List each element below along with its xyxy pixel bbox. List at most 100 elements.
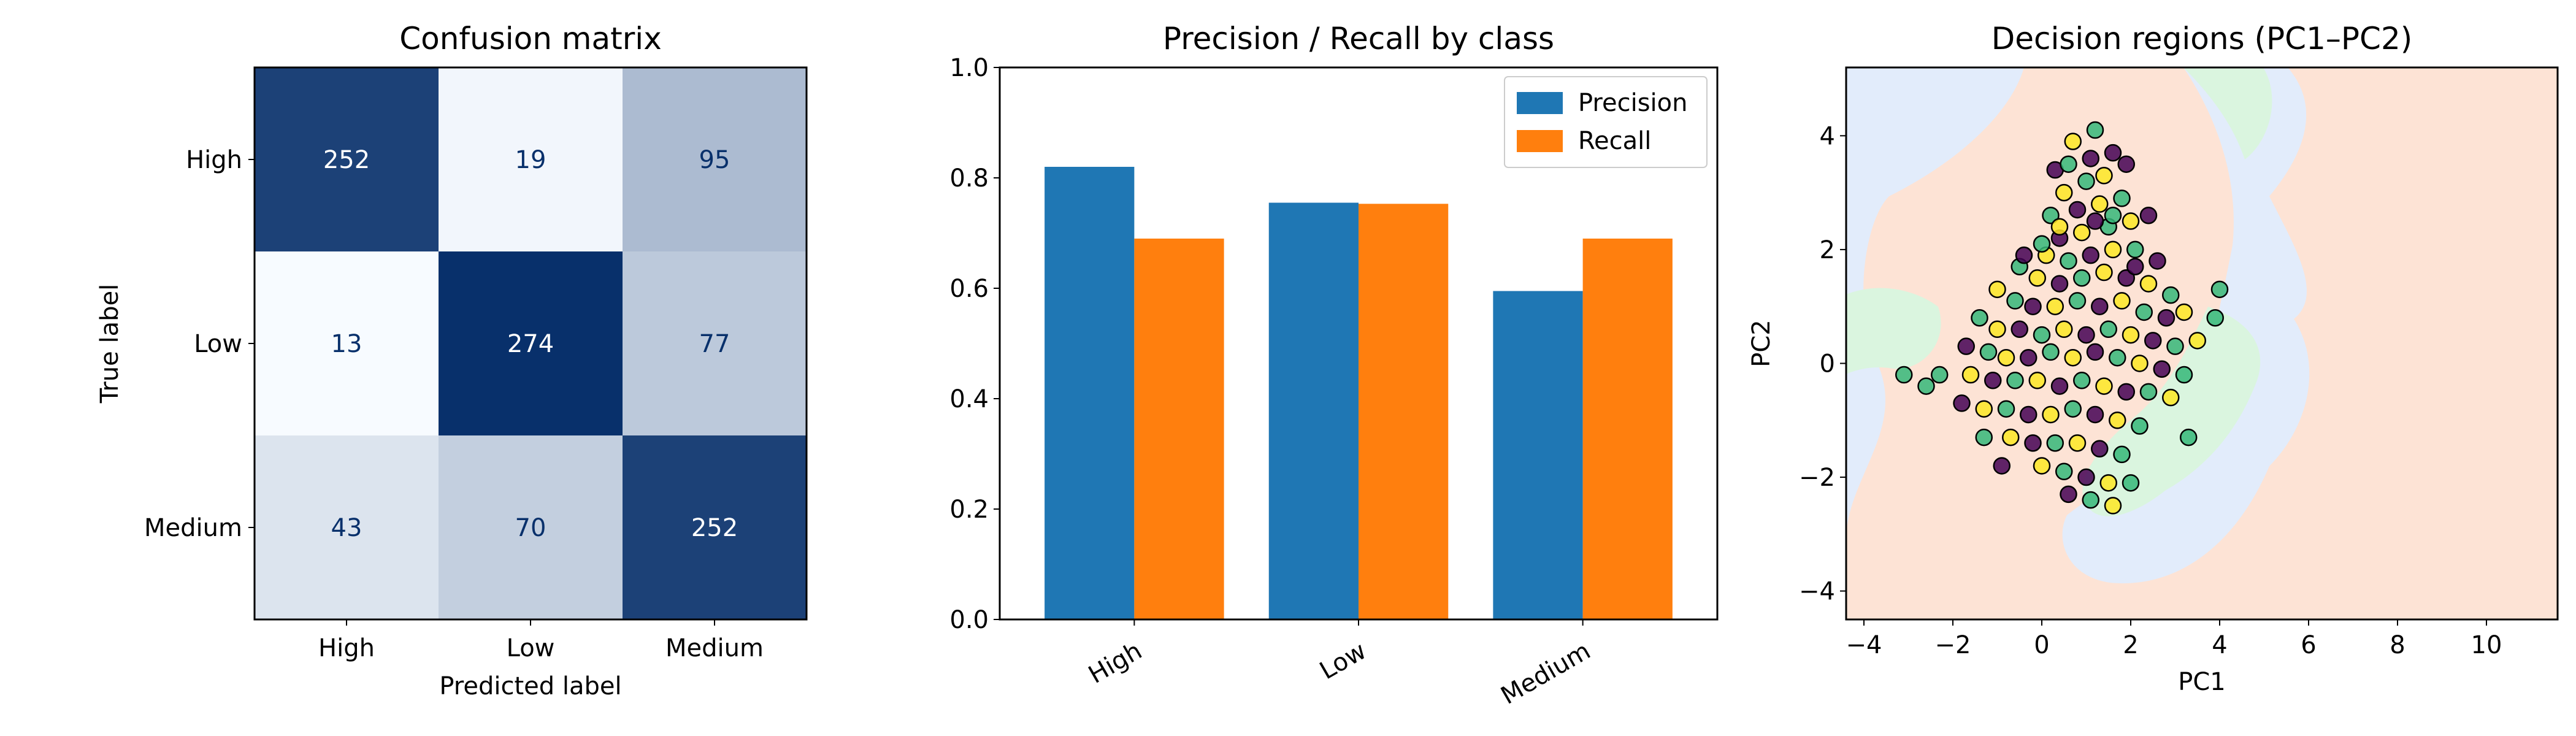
scatter-point (2064, 400, 2082, 418)
scatter-point (2153, 360, 2171, 378)
cm-cell-medium-low (439, 435, 623, 619)
confusion-matrix-ylabel: True label (96, 284, 124, 404)
scatter-point (2068, 434, 2087, 452)
scatter-point (1979, 343, 1998, 361)
dr-xtick-label: −4 (1846, 631, 1882, 659)
dr-ytick-label: −2 (1799, 464, 1835, 492)
scatter-point (2113, 445, 2131, 464)
scatter-point (1997, 400, 2015, 418)
dr-ytick-label: 4 (1820, 122, 1835, 150)
cm-cell-high-high (255, 67, 439, 251)
scatter-point (2206, 309, 2224, 327)
scatter-point (2086, 121, 2104, 139)
dr-xtick-label: −2 (1935, 631, 1971, 659)
scatter-point (2188, 332, 2206, 350)
scatter-point (2122, 212, 2140, 230)
scatter-point (1917, 377, 1935, 395)
scatter-point (2091, 297, 2109, 315)
scatter-point (2042, 405, 2060, 424)
scatter-point (1984, 372, 2002, 389)
pr-xtick-label: Low (1315, 637, 1371, 685)
scatter-point (2180, 428, 2198, 447)
dr-ytick-label: 2 (1820, 236, 1835, 264)
pr-ytick-label: 0.0 (949, 606, 989, 634)
precision-recall-bars (1045, 167, 1673, 619)
scatter-point (2050, 377, 2069, 395)
dr-xtick-label: 0 (2034, 631, 2049, 659)
pr-ytick-label: 0.4 (949, 385, 989, 413)
scatter-point (2028, 372, 2046, 389)
scatter-point (2149, 252, 2166, 270)
scatter-point (2082, 246, 2099, 264)
scatter-point (2042, 206, 2060, 224)
scatter-point (2002, 428, 2020, 447)
scatter-point (2046, 434, 2064, 452)
scatter-point (2073, 372, 2091, 389)
pr-xtick-label: Medium (1496, 637, 1595, 710)
region-medium-right (2082, 307, 2261, 516)
scatter-point (2060, 252, 2077, 270)
pr-ytick-label: 0.2 (949, 496, 989, 524)
scatter-point (1975, 400, 1993, 418)
scatter-point (2099, 474, 2117, 492)
scatter-point (2064, 132, 2082, 150)
bar-recall-high (1134, 239, 1224, 619)
cm-cell-value: 252 (691, 514, 738, 542)
scatter-point (2131, 417, 2149, 435)
decision-regions-ylabel: PC2 (1747, 320, 1776, 367)
scatter-point (2077, 172, 2095, 190)
scatter-point (2055, 462, 2073, 481)
scatter-point (2077, 326, 2095, 344)
dr-xtick-label: 6 (2301, 631, 2316, 659)
scatter-point (2099, 320, 2117, 339)
scatter-point (2060, 485, 2077, 504)
cm-cell-value: 274 (507, 330, 554, 358)
bar-recall-medium (1582, 239, 1673, 619)
legend-swatch-precision (1517, 92, 1563, 114)
scatter-point (2166, 337, 2184, 355)
cm-xtick-label: High (318, 634, 375, 662)
scatter-point (2086, 405, 2104, 424)
bar-precision-high (1045, 167, 1135, 619)
scatter-point (2024, 434, 2042, 452)
cm-cell-value: 77 (699, 330, 730, 358)
cm-cell-value: 19 (515, 146, 546, 174)
cm-cell-value: 70 (515, 514, 546, 542)
dr-ytick-label: −4 (1799, 578, 1835, 606)
scatter-point (2046, 297, 2064, 315)
cm-ytick-label: High (186, 146, 242, 174)
precision-recall-title: Precision / Recall by class (1163, 21, 1554, 56)
scatter-point (2144, 332, 2162, 350)
scatter-point (1993, 457, 2011, 475)
scatter-point (2073, 223, 2091, 242)
decision-regions-frame (1845, 66, 2559, 621)
cm-cell-high-medium (623, 67, 807, 251)
scatter-point (2139, 275, 2158, 293)
scatter-point (2139, 206, 2158, 224)
region-medium-left (1846, 288, 1941, 374)
scatter-point (2162, 286, 2180, 304)
scatter-point (2109, 348, 2126, 367)
scatter-point (2055, 320, 2073, 339)
scatter-point (2086, 212, 2104, 230)
scatter-point (2050, 275, 2069, 293)
scatter-point (2113, 190, 2131, 207)
precision-recall-ticks: 0.0 0.2 0.4 0.6 0.8 1.0 High Low Medium (949, 54, 1595, 710)
cm-ytick-label: Low (194, 330, 242, 358)
scatter-point (2020, 405, 2037, 424)
scatter-point (2042, 343, 2060, 361)
scatter-point (2050, 218, 2069, 236)
region-medium-top (2183, 67, 2272, 159)
scatter-point (2139, 383, 2158, 401)
bar-recall-low (1359, 204, 1449, 619)
scatter-point (2011, 320, 2028, 339)
dr-xtick-label: 10 (2471, 631, 2502, 659)
bar-precision-low (1268, 202, 1359, 619)
scatter-point (2082, 491, 2099, 509)
decision-regions-title: Decision regions (PC1–PC2) (1991, 21, 2413, 56)
decision-regions-panel: Decision regions (PC1–PC2) −4 −2 0 2 4 6 8 10−4… (1747, 21, 2559, 696)
scatter-point (2095, 377, 2113, 395)
scatter-point (2006, 372, 2024, 389)
cm-xtick-label: Low (507, 634, 555, 662)
scatter-point (2020, 348, 2037, 367)
